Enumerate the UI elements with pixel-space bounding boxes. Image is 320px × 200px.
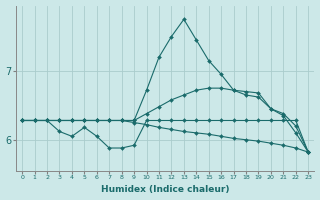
X-axis label: Humidex (Indice chaleur): Humidex (Indice chaleur) — [101, 185, 229, 194]
